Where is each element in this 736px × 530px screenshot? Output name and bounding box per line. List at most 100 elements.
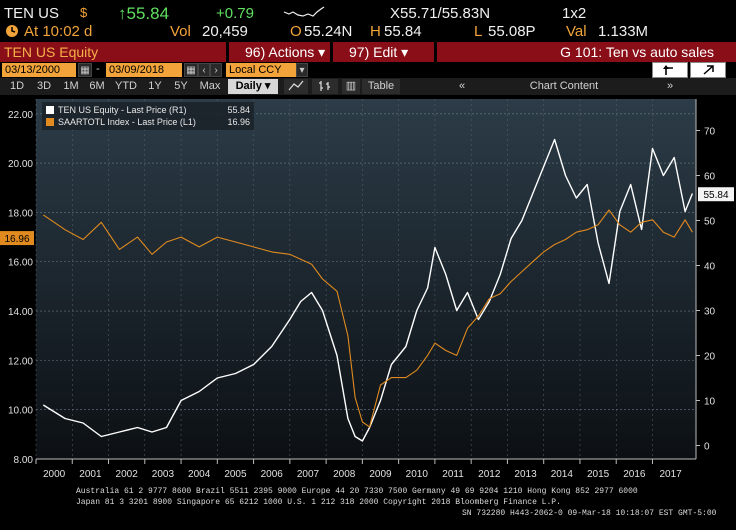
series-lines [42, 138, 694, 442]
right-tick-label: 20 [704, 352, 716, 363]
date-separator: - [96, 63, 100, 75]
currency-dropdown-icon[interactable]: ▾ [296, 63, 308, 77]
x-tick-label: 2005 [224, 469, 247, 480]
left-tick-label: 20.00 [8, 159, 33, 170]
right-tick-label: 50 [704, 217, 716, 228]
grid [35, 99, 696, 460]
low-label: L [474, 23, 483, 40]
right-tick-label: 60 [704, 172, 716, 183]
indicator-tool-icon[interactable]: ▥ [342, 79, 360, 94]
left-tick-label: 18.00 [8, 208, 33, 219]
legend-value: 16.96 [227, 117, 250, 127]
sparkline-icon [283, 6, 325, 17]
quote-bar: TEN US $ ↑55.84 +0.79 X55.71/55.83N 1x2 [0, 0, 736, 26]
right-tick-label: 30 [704, 307, 716, 318]
left-tick-label: 22.00 [8, 110, 33, 121]
tf-max[interactable]: Max [199, 80, 221, 92]
legend-label: TEN US Equity - Last Price (R1) [58, 105, 187, 115]
low-price: 55.08P [488, 23, 536, 40]
footer: Australia 61 2 9777 8600 Brazil 5511 239… [0, 486, 736, 530]
ten-series-line [42, 138, 694, 442]
next-period-icon[interactable]: › [210, 63, 222, 77]
start-calendar-icon[interactable]: ▦ [78, 63, 92, 77]
period-select[interactable]: Daily ▾ [228, 79, 278, 94]
menu-bar: TEN US Equity 96) Actions ▾ 97) Edit ▾ G… [0, 42, 736, 62]
footer-contacts-2: Japan 81 3 3201 8900 Singapore 65 6212 1… [76, 498, 561, 507]
right-tick-label: 70 [704, 127, 716, 138]
x-axis: 2000 2001 2002 2003 2004 2005 2006 2007 2008 2009… [35, 458, 696, 480]
chart-content-button[interactable]: Chart Content [512, 79, 616, 94]
x-tick-label: 2013 [514, 469, 537, 480]
x-tick-label: 2008 [333, 469, 356, 480]
legend-swatch [46, 118, 54, 126]
price-chart[interactable]: 22.0020.0018.0016.0014.0012.0010.008.00 … [0, 95, 736, 486]
left-tick-label: 10.00 [8, 406, 33, 417]
tf-6m[interactable]: 6M [89, 80, 105, 92]
legend-label: SAARTOTL Index - Last Price (L1) [58, 117, 196, 127]
legend: TEN US Equity - Last Price (R1) 55.84 SAAR… [42, 102, 254, 130]
high-price: 55.84 [384, 23, 422, 40]
value-traded: 1.133M [598, 23, 649, 40]
expand-button[interactable] [690, 62, 726, 78]
tf-3d[interactable]: 3D [36, 80, 52, 92]
last-value-labels: 16.96 55.84 [0, 187, 734, 246]
left-last-value: 16.96 [4, 234, 29, 245]
price-change: +0.79 [216, 5, 254, 22]
right-tick-label: 40 [704, 262, 716, 273]
actions-menu[interactable]: 96) Actions ▾ [228, 42, 330, 62]
start-date-input[interactable]: 03/13/2000 [2, 63, 76, 77]
x-tick-label: 2004 [188, 469, 211, 480]
tf-1m[interactable]: 1M [63, 80, 79, 92]
vol-label: Vol [170, 23, 191, 40]
x-tick-label: 2011 [442, 469, 464, 480]
x-tick-label: 2006 [261, 469, 284, 480]
tf-5y[interactable]: 5Y [174, 80, 188, 92]
currency-select[interactable]: Local CCY [226, 63, 296, 77]
right-last-value-box [698, 187, 734, 202]
collapse-left-icon[interactable]: « [440, 79, 484, 94]
legend-value: 55.84 [227, 105, 250, 115]
tf-ytd[interactable]: YTD [115, 80, 137, 92]
chart-title: G 101: Ten vs auto sales [436, 42, 736, 62]
x-tick-label: 2017 [659, 469, 682, 480]
table-button[interactable]: Table [362, 79, 400, 94]
right-axis: 70 60 50 40 30 20 10 0 [695, 99, 716, 459]
x-tick-label: 2007 [297, 469, 320, 480]
ticker-label: TEN US [4, 5, 60, 22]
end-date-input[interactable]: 03/09/2018 [106, 63, 182, 77]
saar-series-line [42, 209, 693, 428]
end-calendar-icon[interactable]: ▦ [184, 63, 198, 77]
undo-icon [663, 65, 673, 75]
plot-background [36, 99, 696, 459]
bid-ask: X55.71/55.83N [390, 5, 491, 22]
legend-box [42, 102, 254, 130]
x-tick-label: 2014 [551, 469, 574, 480]
line-tool-icon[interactable] [284, 79, 308, 94]
expand-icon [703, 65, 714, 75]
x-tick-label: 2009 [369, 469, 392, 480]
x-tick-label: 2000 [43, 469, 66, 480]
last-price: ↑55.84 [118, 4, 170, 23]
footer-contacts-1: Australia 61 2 9777 8600 Brazil 5511 239… [76, 487, 638, 496]
right-tick-label: 10 [704, 397, 716, 408]
tf-1d[interactable]: 1D [9, 80, 25, 92]
undo-button[interactable] [652, 62, 688, 78]
tf-1y[interactable]: 1Y [148, 80, 162, 92]
open-price: 55.24N [304, 23, 353, 40]
left-tick-label: 14.00 [8, 307, 33, 318]
timeframe-toolbar: 1D 3D 1M 6M YTD 1Y 5Y Max Daily ▾ ▥ Tabl… [0, 78, 736, 95]
prev-period-icon[interactable]: ‹ [198, 63, 210, 77]
edit-menu[interactable]: 97) Edit ▾ [332, 42, 434, 62]
left-tick-label: 8.00 [14, 455, 34, 466]
security-field[interactable]: TEN US Equity [0, 42, 226, 62]
high-label: H [370, 23, 381, 40]
quote-bar-2: At 10:02 d Vol 20,459 O 55.24N H 55.84 L… [0, 22, 736, 42]
bar-tool-icon[interactable] [312, 79, 338, 94]
legend-swatch [46, 106, 54, 114]
left-last-value-box [0, 231, 34, 246]
x-tick-label: 2002 [116, 469, 139, 480]
volume: 20,459 [202, 23, 248, 40]
left-axis: 22.00 20.00 18.00 16.00 14.00 12.00 10.00 8.00 [8, 110, 33, 466]
collapse-right-icon[interactable]: » [650, 79, 690, 94]
x-tick-label: 2010 [406, 469, 429, 480]
